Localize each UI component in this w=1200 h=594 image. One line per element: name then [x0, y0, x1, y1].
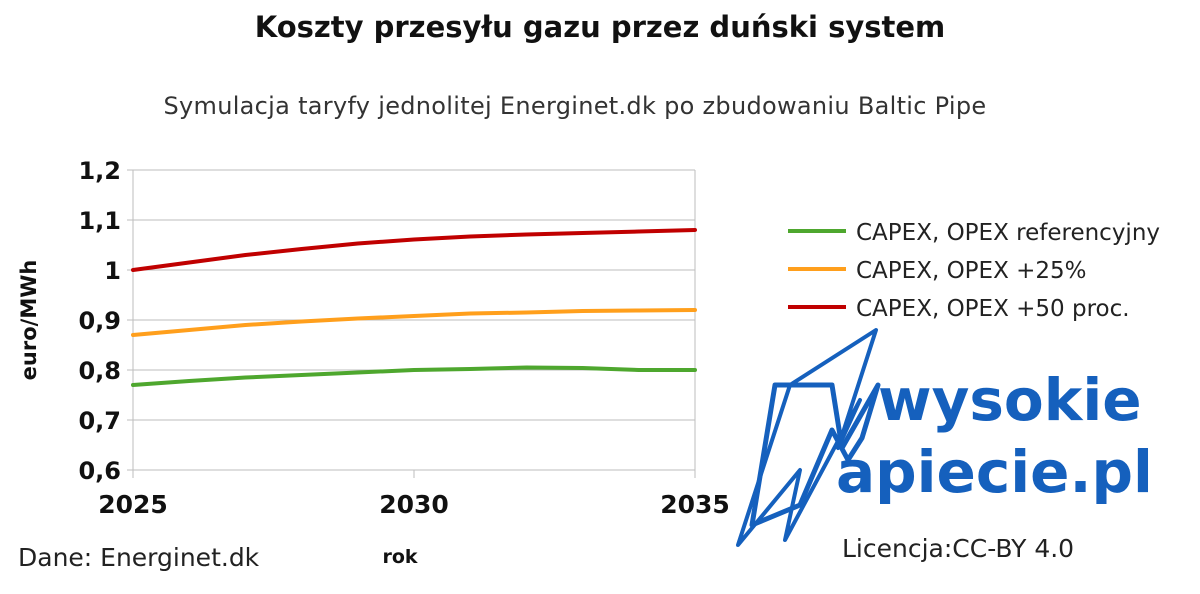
series-line-3 [131, 228, 697, 272]
x-tick-label: 2025 [98, 490, 168, 519]
x-tick-label: 2035 [660, 490, 730, 519]
n-letter-logo [749, 382, 881, 528]
y-tick-label: 0,6 [78, 457, 121, 485]
chart-title: Koszty przesyłu gazu przez duński system [254, 10, 946, 44]
chart-subtitle: Symulacja taryfy jednolitej Energinet.dk… [163, 92, 987, 120]
logo-text-line2: apiecie.pl [836, 438, 1153, 506]
legend-label-1: CAPEX, OPEX referencyjny [856, 220, 1160, 246]
tick-labels: 0,6 0,7 0,8 0,9 1 1,1 1,2 2025 2030 2035 rok euro/M… [17, 157, 730, 568]
license-note: Licencja:CC-BY 4.0 [842, 534, 1075, 563]
x-tick-label: 2030 [379, 490, 449, 519]
y-tick-label: 1,2 [78, 157, 121, 185]
y-axis-label: euro/MWh [17, 260, 41, 381]
x-axis-label: rok [382, 546, 417, 568]
series-line-1 [131, 365, 697, 387]
y-tick-label: 0,7 [78, 407, 121, 435]
y-tick-label: 1,1 [78, 207, 121, 235]
data-source-note: Dane: Energinet.dk [18, 543, 260, 572]
legend: CAPEX, OPEX referencyjny CAPEX, OPEX +25%… [788, 220, 1160, 322]
legend-label-2: CAPEX, OPEX +25% [856, 258, 1087, 284]
series-line-2 [131, 308, 697, 337]
wysokie-napiecie-logo: wysokie apiecie.pl [736, 328, 1153, 547]
series-lines [131, 228, 697, 387]
y-tick-label: 0,8 [78, 357, 121, 385]
legend-label-3: CAPEX, OPEX +50 proc. [856, 296, 1130, 322]
y-tick-label: 0,9 [78, 307, 121, 335]
axes [127, 169, 696, 478]
grid-lines [133, 169, 695, 471]
logo-text-line1: wysokie [878, 366, 1142, 434]
y-tick-label: 1 [104, 257, 121, 285]
